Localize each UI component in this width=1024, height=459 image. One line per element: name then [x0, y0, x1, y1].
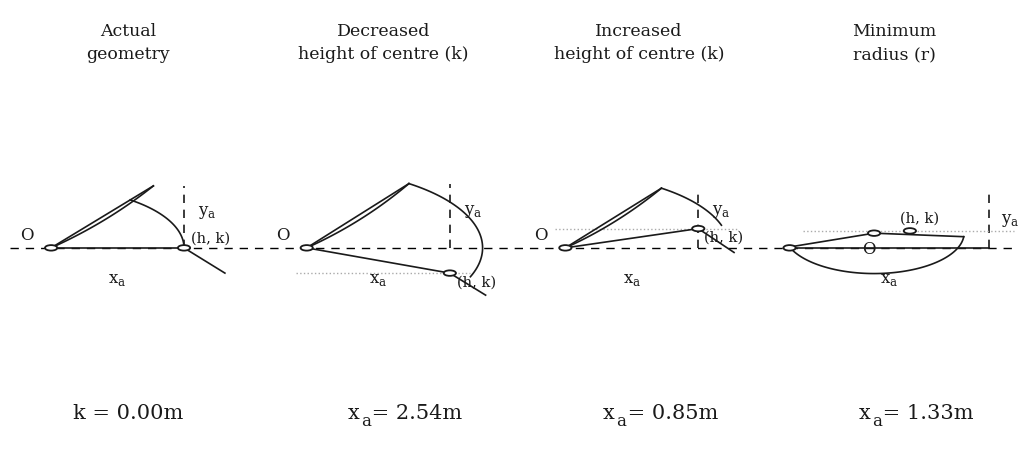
Text: x$_\mathregular{a}$: x$_\mathregular{a}$ — [623, 271, 641, 288]
Text: x: x — [859, 403, 870, 423]
Text: Increased
height of centre (k): Increased height of centre (k) — [554, 23, 724, 63]
Text: = 2.54m: = 2.54m — [365, 403, 462, 423]
Text: y$_\mathregular{a}$: y$_\mathregular{a}$ — [464, 202, 482, 220]
Text: O: O — [20, 227, 34, 244]
Text: (h, k): (h, k) — [191, 232, 230, 246]
Circle shape — [783, 245, 796, 251]
Text: x$_\mathregular{a}$: x$_\mathregular{a}$ — [109, 271, 127, 288]
Text: O: O — [535, 227, 548, 244]
Text: Minimum
radius (r): Minimum radius (r) — [852, 23, 937, 63]
Text: y$_\mathregular{a}$: y$_\mathregular{a}$ — [712, 202, 730, 220]
Circle shape — [559, 245, 571, 251]
Text: O: O — [275, 227, 290, 244]
Text: k = 0.00m: k = 0.00m — [73, 403, 183, 423]
Circle shape — [45, 245, 57, 251]
Text: Actual
geometry: Actual geometry — [86, 23, 170, 63]
Circle shape — [692, 226, 705, 231]
Text: = 1.33m: = 1.33m — [877, 403, 974, 423]
Text: a: a — [616, 413, 627, 430]
Text: x: x — [347, 403, 359, 423]
Text: O: O — [862, 241, 876, 258]
Text: = 0.85m: = 0.85m — [621, 403, 718, 423]
Circle shape — [868, 230, 881, 236]
Text: Decreased
height of centre (k): Decreased height of centre (k) — [298, 23, 469, 63]
Circle shape — [178, 245, 190, 251]
Text: a: a — [872, 413, 882, 430]
Text: (h, k): (h, k) — [457, 275, 496, 290]
Circle shape — [904, 228, 916, 234]
Text: y$_\mathregular{a}$: y$_\mathregular{a}$ — [1000, 212, 1019, 229]
Text: x: x — [603, 403, 615, 423]
Text: x$_\mathregular{a}$: x$_\mathregular{a}$ — [369, 271, 387, 288]
Circle shape — [443, 270, 456, 276]
Circle shape — [301, 245, 313, 251]
Text: (h, k): (h, k) — [705, 230, 743, 245]
Text: a: a — [360, 413, 371, 430]
Text: y$_\mathregular{a}$: y$_\mathregular{a}$ — [199, 204, 217, 221]
Text: (h, k): (h, k) — [900, 211, 939, 225]
Text: x$_\mathregular{a}$: x$_\mathregular{a}$ — [880, 271, 898, 288]
